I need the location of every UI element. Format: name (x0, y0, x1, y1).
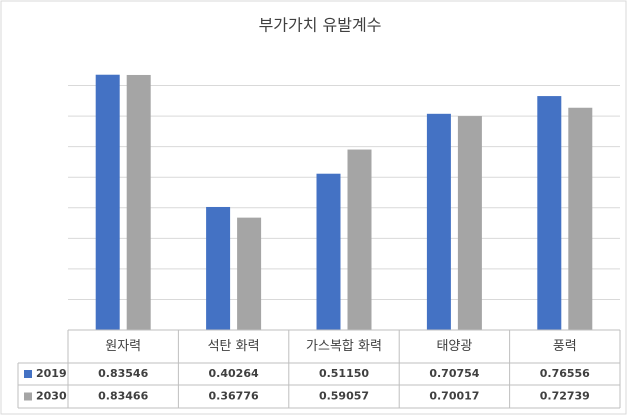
table-value: 0.70017 (429, 390, 479, 403)
bar (126, 74, 151, 330)
table-value: 0.72739 (540, 390, 590, 403)
table-value: 0.76556 (540, 367, 590, 380)
chart-title: 부가가치 유발계수 (259, 16, 382, 35)
table-value: 0.70754 (429, 367, 479, 380)
legend-key (24, 392, 32, 401)
table-value: 0.40264 (209, 367, 259, 380)
table-value: 0.59057 (319, 390, 369, 403)
category-label: 가스복합 화력 (306, 339, 382, 354)
table-value: 0.36776 (209, 390, 259, 403)
category-label: 석탄 화력 (208, 339, 260, 354)
legend-label: 2030 (36, 390, 67, 403)
table-value: 0.51150 (319, 367, 369, 380)
table-value: 0.83466 (98, 390, 148, 403)
bar (537, 96, 562, 330)
bar (237, 217, 262, 330)
bar (206, 206, 231, 330)
bar (347, 149, 372, 330)
legend-key (24, 370, 32, 378)
bar (426, 113, 451, 330)
category-label: 풍력 (553, 339, 577, 354)
category-label: 원자력 (105, 339, 141, 354)
bar (95, 74, 120, 331)
bar (316, 173, 341, 330)
bar (457, 116, 482, 330)
category-label: 태양광 (436, 339, 472, 354)
table-value: 0.83546 (98, 367, 148, 380)
legend-label: 2019 (36, 367, 67, 380)
bar (568, 107, 593, 330)
